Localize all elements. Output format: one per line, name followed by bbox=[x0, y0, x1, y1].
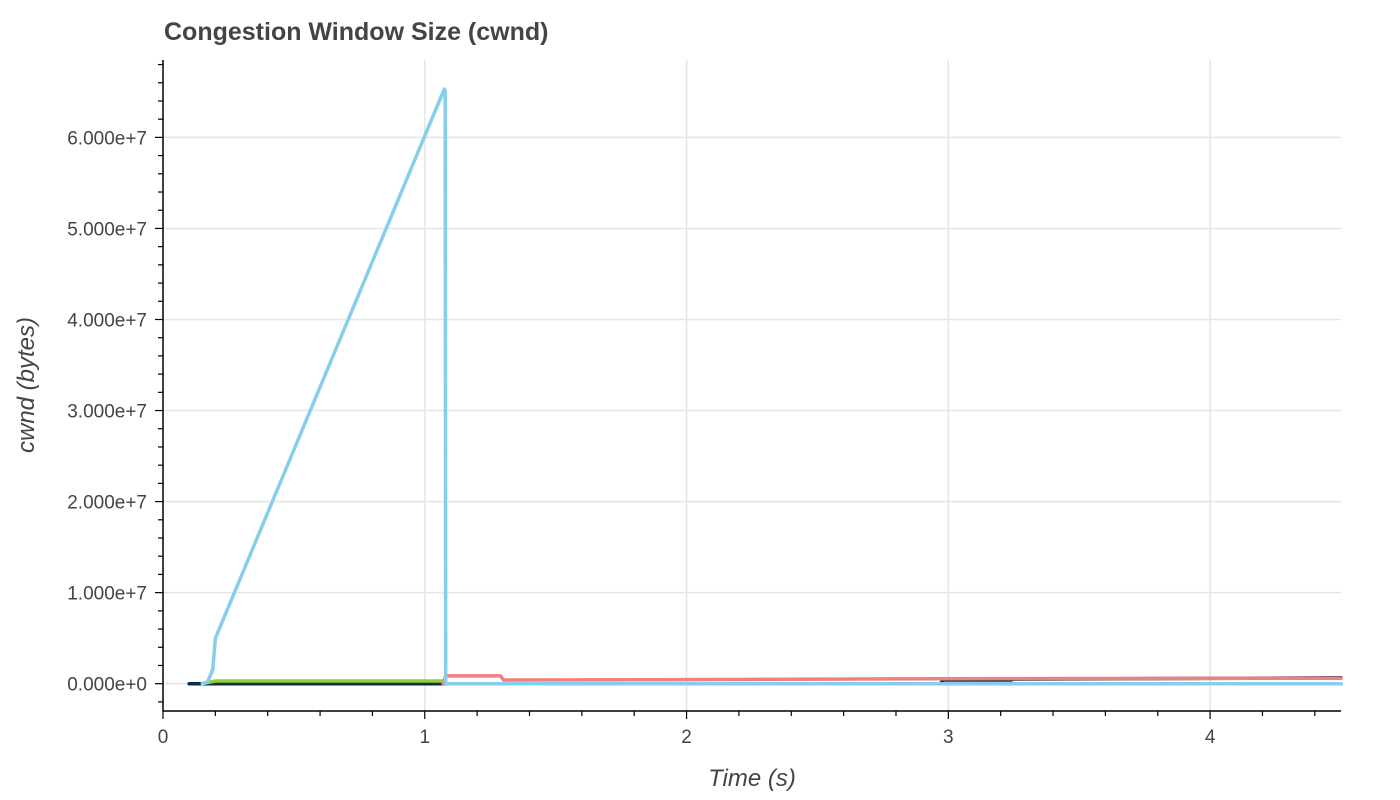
y-tick-label: 2.000e+7 bbox=[67, 493, 147, 514]
series-lines bbox=[187, 87, 1343, 686]
y-tick-label: 6.000e+7 bbox=[67, 128, 147, 149]
chart-title: Congestion Window Size (cwnd) bbox=[164, 18, 549, 46]
grid-lines bbox=[163, 60, 1341, 711]
y-tick-label: 4.000e+7 bbox=[67, 310, 147, 331]
x-axis-label: Time (s) bbox=[708, 765, 796, 792]
axes: 0 1 2 3 4 0.000e+0 1.000e+7 2.000e+7 3.000e+7 4.0… bbox=[67, 60, 1341, 748]
x-tick-label: 4 bbox=[1205, 727, 1216, 748]
series-line-5 bbox=[200, 87, 1343, 686]
y-tick-label: 3.000e+7 bbox=[67, 402, 147, 423]
x-tick-label: 3 bbox=[943, 727, 954, 748]
y-tick-label: 1.000e+7 bbox=[67, 584, 147, 605]
x-tick-label: 2 bbox=[681, 727, 692, 748]
x-tick-label: 0 bbox=[158, 727, 169, 748]
x-tick-label: 1 bbox=[419, 727, 430, 748]
y-axis-label: cwnd (bytes) bbox=[13, 317, 40, 453]
y-tick-label: 0.000e+0 bbox=[67, 675, 147, 696]
y-tick-label: 5.000e+7 bbox=[67, 219, 147, 240]
